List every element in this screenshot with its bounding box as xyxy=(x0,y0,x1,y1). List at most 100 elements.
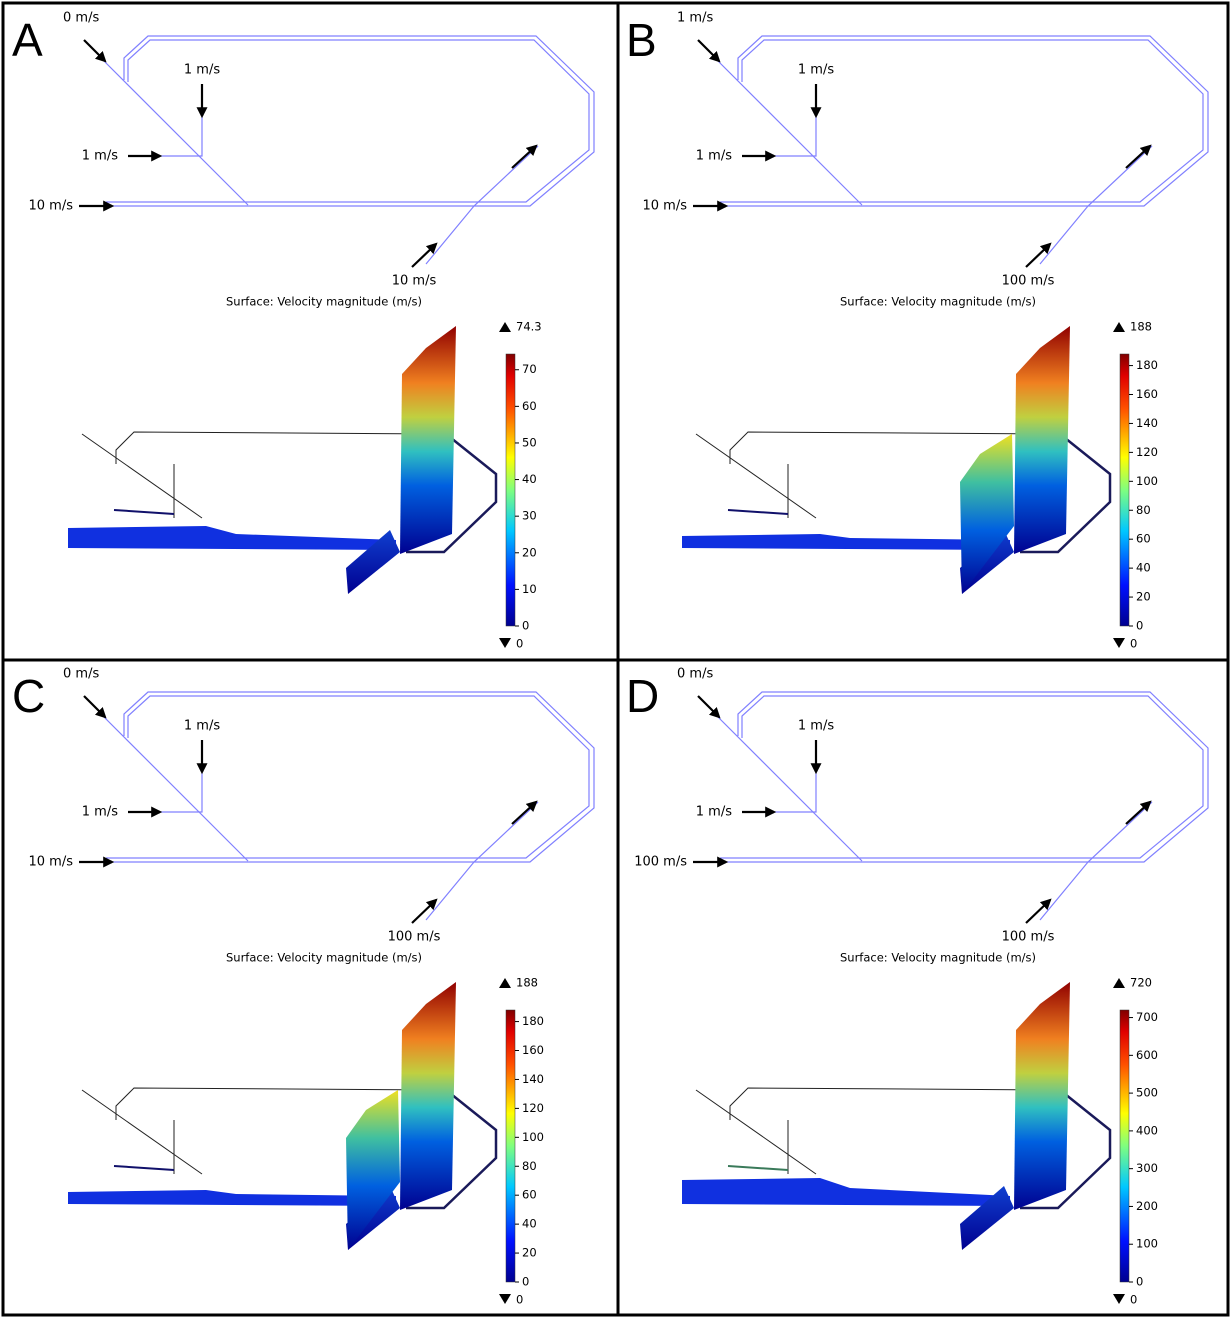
flow-sheet xyxy=(400,326,456,554)
arrow xyxy=(84,40,105,61)
colorbar xyxy=(1120,354,1129,626)
colorbar-min: 0 xyxy=(1130,637,1137,651)
flow-surface xyxy=(682,534,1010,550)
inlet-label: 0 m/s xyxy=(63,667,99,682)
colorbar-tick-label: 10 xyxy=(522,582,537,596)
colorbar-tick-label: 160 xyxy=(1136,387,1158,401)
min-marker xyxy=(499,1294,511,1304)
inlet-label: 100 m/s xyxy=(634,855,687,870)
pipe-network xyxy=(99,36,594,264)
colorbar-tick-label: 300 xyxy=(1136,1161,1158,1175)
min-marker xyxy=(499,638,511,648)
inlet-label: 0 m/s xyxy=(677,667,713,682)
colorbar-tick-label: 0 xyxy=(1136,1275,1143,1289)
colorbar-min: 0 xyxy=(1130,1293,1137,1307)
pipe xyxy=(770,754,1152,920)
inlet-label: 10 m/s xyxy=(643,199,688,214)
flow-sheet xyxy=(1014,982,1070,1210)
colorbar-tick-label: 40 xyxy=(522,1217,537,1231)
colorbar-tick-label: 60 xyxy=(522,1188,537,1202)
colorbar-tick-label: 50 xyxy=(522,435,537,449)
colorbar-tick-label: 500 xyxy=(1136,1086,1158,1100)
colorbar xyxy=(506,1010,515,1282)
pipe xyxy=(106,696,589,858)
scene-3d xyxy=(68,982,496,1250)
inlet-label: 1 m/s xyxy=(677,11,713,26)
inlet-label: 1 m/s xyxy=(696,805,732,820)
pipe xyxy=(720,696,1203,858)
flow-surface xyxy=(68,1190,396,1206)
scene-3d xyxy=(682,982,1110,1250)
max-marker xyxy=(499,322,511,332)
colorbar-tick-label: 40 xyxy=(522,472,537,486)
colorbar-tick-label: 60 xyxy=(1136,532,1151,546)
colorbar-tick-label: 180 xyxy=(1136,358,1158,372)
inlet-label: 1 m/s xyxy=(82,805,118,820)
inlet-label: 10 m/s xyxy=(29,855,74,870)
flow-surface xyxy=(682,1178,1010,1206)
min-marker xyxy=(1113,1294,1125,1304)
min-marker xyxy=(1113,638,1125,648)
colorbar-tick-label: 120 xyxy=(1136,445,1158,459)
colorbar-tick-label: 40 xyxy=(1136,561,1151,575)
max-marker xyxy=(1113,322,1125,332)
pipe xyxy=(156,98,538,264)
arrow xyxy=(698,696,719,717)
colorbar-tick-label: 700 xyxy=(1136,1010,1158,1024)
inlet-label: 1 m/s xyxy=(798,63,834,78)
inlet-label: 1 m/s xyxy=(184,719,220,734)
colorbar-tick-label: 20 xyxy=(522,545,537,559)
colorbar-tick-label: 20 xyxy=(1136,590,1151,604)
inlet-label: 10 m/s xyxy=(392,274,437,289)
pipe xyxy=(770,98,1152,264)
wireframe xyxy=(114,1166,174,1170)
colorbar-tick-label: 60 xyxy=(522,399,537,413)
surface-title: Surface: Velocity magnitude (m/s) xyxy=(840,295,1036,309)
colorbar-tick-label: 80 xyxy=(1136,503,1151,517)
surface-title: Surface: Velocity magnitude (m/s) xyxy=(840,951,1036,965)
colorbar-max: 188 xyxy=(1130,320,1152,334)
colorbar-min: 0 xyxy=(516,1293,523,1307)
panel-letter: A xyxy=(12,14,43,66)
colorbar-tick-label: 200 xyxy=(1136,1199,1158,1213)
colorbar-tick-label: 80 xyxy=(522,1159,537,1173)
flow-sheet xyxy=(400,982,456,1210)
panel-letter: B xyxy=(626,14,657,66)
pipe xyxy=(99,36,594,206)
max-marker xyxy=(1113,978,1125,988)
scene-3d xyxy=(68,326,496,594)
pipe xyxy=(106,40,589,202)
colorbar-min: 0 xyxy=(516,637,523,651)
colorbar-max: 74.3 xyxy=(516,320,542,334)
colorbar-tick-label: 120 xyxy=(522,1101,544,1115)
pipe-network xyxy=(713,692,1208,920)
panel: B 1 m/s 1 m/s 1 m/s 10 m/s 100 m/s Surface: Ve… xyxy=(626,11,1208,651)
colorbar-tick-label: 100 xyxy=(522,1130,544,1144)
figure: A 0 m/s 1 m/s 1 m/s 10 m/s 10 m/s Surface: Vel… xyxy=(0,0,1231,1318)
arrow xyxy=(512,146,536,168)
surface-title: Surface: Velocity magnitude (m/s) xyxy=(226,951,422,965)
inlet-label: 100 m/s xyxy=(1002,274,1055,289)
colorbar-tick-label: 180 xyxy=(522,1014,544,1028)
colorbar-tick-label: 160 xyxy=(522,1043,544,1057)
inlet-label: 1 m/s xyxy=(696,149,732,164)
arrow xyxy=(1126,146,1150,168)
pipe-network xyxy=(99,692,594,920)
panel-letter: C xyxy=(12,670,45,722)
wireframe xyxy=(728,510,788,514)
pipe xyxy=(713,692,1208,862)
colorbar-tick-label: 0 xyxy=(1136,619,1143,633)
arrow xyxy=(84,696,105,717)
colorbar-tick-label: 400 xyxy=(1136,1123,1158,1137)
colorbar-tick-label: 0 xyxy=(522,619,529,633)
flow-sheet xyxy=(1014,326,1070,554)
surface-title: Surface: Velocity magnitude (m/s) xyxy=(226,295,422,309)
colorbar-tick-label: 140 xyxy=(1136,416,1158,430)
max-marker xyxy=(499,978,511,988)
inlet-label: 1 m/s xyxy=(184,63,220,78)
colorbar-tick-label: 20 xyxy=(522,1246,537,1260)
scene-3d xyxy=(682,326,1110,594)
